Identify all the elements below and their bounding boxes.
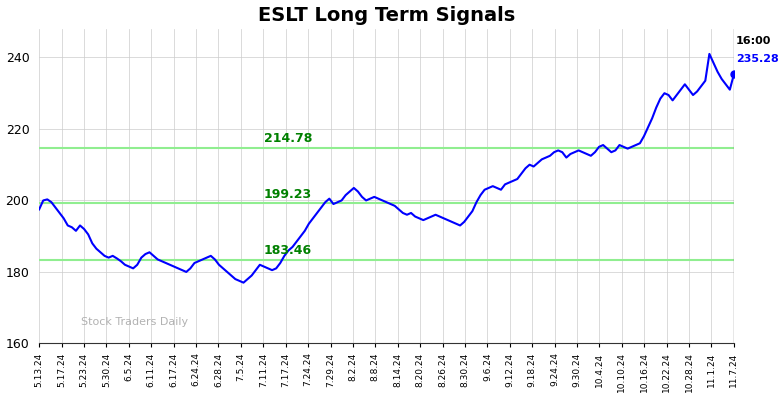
Text: 199.23: 199.23 xyxy=(264,188,312,201)
Text: 183.46: 183.46 xyxy=(264,244,312,257)
Text: 16:00: 16:00 xyxy=(736,36,771,46)
Text: 235.28: 235.28 xyxy=(736,54,779,64)
Text: 214.78: 214.78 xyxy=(264,132,312,145)
Text: Stock Traders Daily: Stock Traders Daily xyxy=(81,316,188,326)
Title: ESLT Long Term Signals: ESLT Long Term Signals xyxy=(258,6,515,25)
